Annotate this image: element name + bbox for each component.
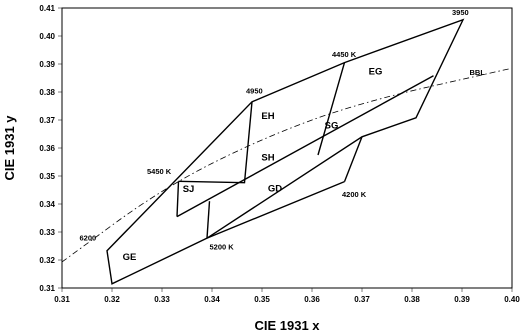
x-ticks: 0.31 0.32 0.33 0.34 0.35 0.36 0.37 0.38 0.39 0.40 xyxy=(54,288,520,304)
x-tick-label: 0.36 xyxy=(304,295,320,304)
bin-divider xyxy=(176,181,180,217)
bin-divider xyxy=(343,136,363,182)
y-tick-label: 0.36 xyxy=(39,144,55,153)
bin-region-label: SH xyxy=(261,152,274,163)
cct-annotation: 6200 xyxy=(80,233,97,242)
y-tick-label: 0.40 xyxy=(39,32,55,41)
cct-annotation: 4450 K xyxy=(332,50,357,59)
annotations: 3950 4450 K 4950 5450 K 4200 K 5200 K 6200 BBL xyxy=(80,8,486,251)
region-labels: EG EH SG SH SJ GD GE xyxy=(123,67,383,263)
y-tick-label: 0.35 xyxy=(39,172,55,181)
x-tick-label: 0.34 xyxy=(204,295,220,304)
y-tick-label: 0.32 xyxy=(39,256,55,265)
cct-annotation: 4950 xyxy=(246,86,263,95)
bin-region-label: SG xyxy=(325,120,339,131)
bin-region-label: GE xyxy=(123,252,137,263)
cct-annotation: 3950 xyxy=(452,8,469,17)
y-tick-label: 0.33 xyxy=(39,228,55,237)
bin-divider xyxy=(178,101,253,184)
cct-annotation: 5450 K xyxy=(147,167,172,176)
x-tick-label: 0.39 xyxy=(454,295,470,304)
bin-region-label: GD xyxy=(268,183,282,194)
bin-divider xyxy=(317,62,346,156)
x-tick-label: 0.33 xyxy=(154,295,170,304)
bbl-curve xyxy=(61,67,513,263)
cct-annotation: 4200 K xyxy=(342,190,367,199)
x-axis-title: CIE 1931 x xyxy=(254,318,320,333)
bin-divider xyxy=(176,75,434,218)
x-tick-label: 0.38 xyxy=(404,295,420,304)
y-tick-label: 0.39 xyxy=(39,60,55,69)
x-tick-label: 0.32 xyxy=(104,295,120,304)
plot-frame xyxy=(61,7,513,289)
cct-annotation: 5200 K xyxy=(210,242,235,251)
bin-outline xyxy=(106,18,465,285)
x-tick-label: 0.31 xyxy=(54,295,70,304)
y-tick-label: 0.37 xyxy=(39,116,55,125)
x-tick-label: 0.40 xyxy=(504,295,520,304)
bin-region-label: SJ xyxy=(183,184,195,195)
y-axis-title: CIE 1931 y xyxy=(2,115,17,181)
cct-annotation: BBL xyxy=(470,68,486,77)
bin-outlines xyxy=(106,18,465,285)
y-tick-label: 0.34 xyxy=(39,200,55,209)
y-tick-label: 0.41 xyxy=(39,4,55,13)
plot-area: 0.31 0.32 0.33 0.34 0.35 0.36 0.37 0.38 0.39 0.40… xyxy=(39,4,520,304)
y-ticks: 0.31 0.32 0.33 0.34 0.35 0.36 0.37 0.38 0.39 0.40… xyxy=(39,4,62,293)
x-tick-label: 0.37 xyxy=(354,295,370,304)
bin-divider xyxy=(206,180,345,239)
bin-divider xyxy=(206,201,211,239)
x-tick-label: 0.35 xyxy=(254,295,270,304)
y-tick-label: 0.31 xyxy=(39,284,55,293)
y-tick-label: 0.38 xyxy=(39,88,55,97)
bin-region-label: EH xyxy=(261,111,274,122)
bbl-line xyxy=(61,67,513,263)
bin-region-label: EG xyxy=(369,67,383,78)
